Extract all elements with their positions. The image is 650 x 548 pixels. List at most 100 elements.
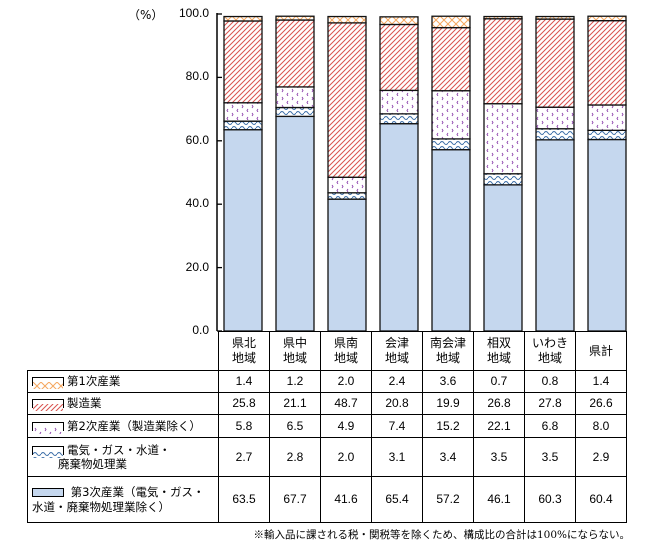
cell: 6.8 <box>524 414 576 438</box>
legend-tertiary: 第3次産業（電気・ガス・ 水道・廃棄物処理業除く） <box>27 476 219 523</box>
bar-segment-primary <box>587 15 627 22</box>
y-axis-unit: （%） <box>128 8 164 22</box>
bar-segment-primary <box>223 15 263 22</box>
cell: 20.8 <box>371 392 423 415</box>
bar-segment-primary <box>431 15 471 29</box>
bar-segment-primary <box>275 15 315 21</box>
cell: 15.2 <box>422 414 474 438</box>
bar-series-group <box>223 15 627 332</box>
cell: 1.4 <box>575 370 627 393</box>
bar-segment-manufacturing <box>431 26 471 92</box>
stacked-bar <box>379 16 419 332</box>
column-header-aizu: 会津 地域 <box>371 331 423 371</box>
wave-swatch-icon <box>32 445 64 458</box>
table-row-utilities: 電気・ガス・水道・ 廃棄物処理業 2.7 2.8 2.0 3.1 3.4 3.5 … <box>27 437 627 477</box>
cell: 2.9 <box>575 437 627 477</box>
bar-segment-tertiary <box>431 149 471 332</box>
y-tick-label: 40.0 <box>185 196 209 211</box>
cell: 2.0 <box>320 437 372 477</box>
cell: 65.4 <box>371 476 423 523</box>
bar-segment-secondary_excl_mfg <box>483 103 523 175</box>
bar-segment-primary <box>327 15 367 24</box>
cell: 8.0 <box>575 414 627 438</box>
cell: 27.8 <box>524 392 576 415</box>
bar-segment-tertiary <box>587 138 627 332</box>
cell: 2.7 <box>218 437 270 477</box>
column-header-minamiaizu: 南会津 地域 <box>422 331 474 371</box>
footnote: ※輸入品に課される税・関税等を除くため、構成比の合計は100%にならない。 <box>253 529 630 541</box>
cell: 67.7 <box>269 476 321 523</box>
cell: 1.2 <box>269 370 321 393</box>
cell: 0.7 <box>473 370 525 393</box>
bar-segment-secondary_excl_mfg <box>327 176 367 194</box>
column-header-kenpoku: 県北 地域 <box>218 331 270 371</box>
cell: 3.6 <box>422 370 474 393</box>
bar-segment-manufacturing <box>275 19 315 88</box>
legend-utilities: 電気・ガス・水道・ 廃棄物処理業 <box>27 437 219 477</box>
bar-segment-tertiary <box>223 129 263 332</box>
cell: 48.7 <box>320 392 372 415</box>
stacked-bar <box>275 15 315 332</box>
cell: 19.9 <box>422 392 474 415</box>
y-tick-label: 100.0 <box>178 6 209 20</box>
bar-segment-secondary_excl_mfg <box>587 104 627 131</box>
bar-segment-manufacturing <box>379 23 419 92</box>
bar-segment-manufacturing <box>535 18 575 108</box>
table-row-primary: 第1次産業 1.4 1.2 2.0 2.4 3.6 0.7 0.8 1.4 <box>27 370 627 393</box>
bar-segment-utilities <box>587 129 627 141</box>
cell: 4.9 <box>320 414 372 438</box>
column-header-kennan: 県南 地域 <box>320 331 372 371</box>
legend-primary: 第1次産業 <box>27 370 219 393</box>
cell: 7.4 <box>371 414 423 438</box>
bar-segment-utilities <box>223 120 263 131</box>
legend-manufacturing: 製造業 <box>27 392 219 415</box>
bar-segment-manufacturing <box>223 20 263 104</box>
bar-segment-utilities <box>483 173 523 186</box>
table-row-tertiary: 第3次産業（電気・ガス・ 水道・廃棄物処理業除く） 63.5 67.7 41.6 … <box>27 476 627 523</box>
bar-segment-utilities <box>431 138 471 151</box>
legend-secondary: 第2次産業（製造業除く） <box>27 414 219 438</box>
y-tick-label: 20.0 <box>185 259 209 274</box>
bar-segment-secondary_excl_mfg <box>223 102 263 122</box>
cell: 2.0 <box>320 370 372 393</box>
cell: 25.8 <box>218 392 270 415</box>
column-header-iwaki: いわき 地域 <box>524 331 576 371</box>
diagonal-swatch-icon <box>32 399 64 412</box>
y-tick-label: 80.0 <box>185 69 209 84</box>
cell: 1.4 <box>218 370 270 393</box>
bar-segment-secondary_excl_mfg <box>535 106 575 130</box>
bar-segment-tertiary <box>483 184 523 332</box>
bar-segment-secondary_excl_mfg <box>379 89 419 115</box>
cell: 60.4 <box>575 476 627 523</box>
cell: 26.6 <box>575 392 627 415</box>
dots-swatch-icon <box>32 421 64 434</box>
y-tick-label: 60.0 <box>185 132 209 147</box>
bar-segment-secondary_excl_mfg <box>275 86 315 109</box>
cell: 63.5 <box>218 476 270 523</box>
stacked-bar <box>431 15 471 332</box>
bar-segment-utilities <box>327 192 367 200</box>
bar-segment-secondary_excl_mfg <box>431 90 471 140</box>
cell: 0.8 <box>524 370 576 393</box>
table-row-secondary: 第2次産業（製造業除く） 5.8 6.5 4.9 7.4 15.2 22.1 6… <box>27 414 627 438</box>
cell: 5.8 <box>218 414 270 438</box>
cell: 41.6 <box>320 476 372 523</box>
column-header-total: 県計 <box>575 331 627 371</box>
bar-segment-tertiary <box>275 115 315 332</box>
table-row-manufacturing: 製造業 25.8 21.1 48.7 20.8 19.9 26.8 27.8 2… <box>27 392 627 415</box>
cell: 57.2 <box>422 476 474 523</box>
stacked-bar <box>223 15 263 332</box>
bar-segment-manufacturing <box>587 20 627 106</box>
table-header-row: 県北 地域 県中 地域 県南 地域 会津 地域 南会津 地域 相双 地域 いわき 地域 県計 <box>27 331 627 371</box>
bar-segment-manufacturing <box>327 22 367 178</box>
bar-segment-utilities <box>379 113 419 125</box>
bar-segment-manufacturing <box>483 18 523 105</box>
cell: 26.8 <box>473 392 525 415</box>
cell: 3.4 <box>422 437 474 477</box>
bar-segment-primary <box>483 15 523 20</box>
solid-swatch-icon <box>32 488 64 498</box>
bar-segment-utilities <box>535 128 575 141</box>
bar-segment-primary <box>535 15 575 20</box>
